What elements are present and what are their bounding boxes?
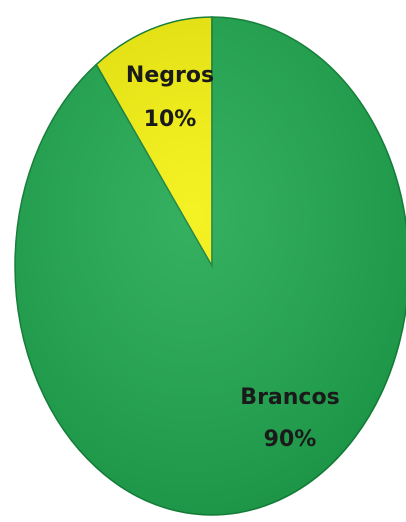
slice-value-negros: 10% <box>144 107 197 132</box>
slice-label-negros: Negros <box>126 63 214 88</box>
slice-value-brancos: 90% <box>264 427 317 452</box>
slices-layer <box>14 16 406 516</box>
slice-label-brancos: Brancos <box>240 385 339 410</box>
labels-layer: Negros 10% Brancos 90% <box>126 63 340 452</box>
